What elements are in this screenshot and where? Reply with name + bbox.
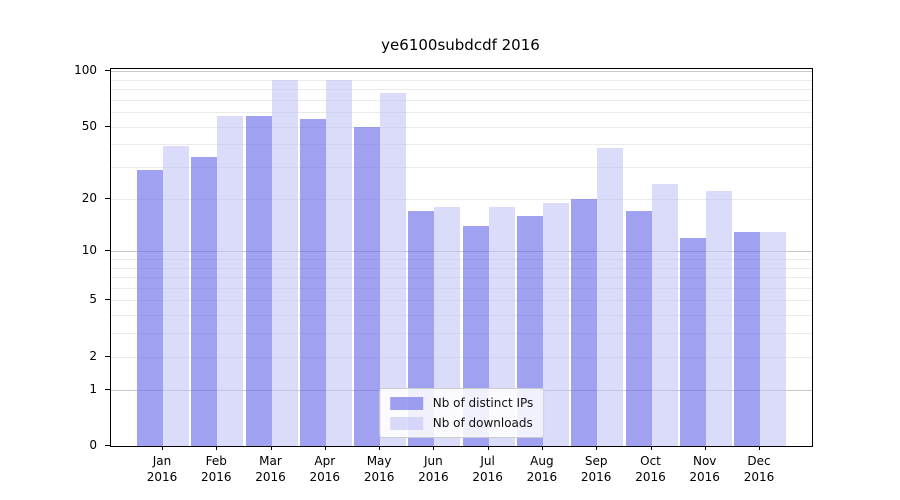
bar-may-ips: [354, 126, 381, 446]
bar-mar-downloads: [271, 79, 298, 446]
y-tick-label: 0: [89, 438, 97, 452]
y-tick-mark: [105, 197, 110, 199]
legend-label: Nb of distinct IPs: [432, 396, 534, 410]
bar-oct-downloads: [651, 184, 678, 446]
x-tick-label: Oct 2016: [635, 454, 666, 484]
minor-gridline: [111, 356, 812, 358]
bar-sep-downloads: [597, 148, 624, 446]
x-tick-label: May 2016: [363, 454, 395, 484]
minor-gridline: [111, 277, 812, 278]
minor-gridline: [111, 333, 812, 335]
minor-gridline: [111, 300, 812, 302]
bar-feb-downloads: [217, 116, 244, 446]
y-tick-label: 20: [81, 190, 97, 205]
minor-gridline: [111, 88, 812, 90]
y-tick-mark: [105, 250, 110, 252]
bar-sep-ips: [571, 198, 598, 446]
y-tick-label: 10: [81, 243, 97, 258]
y-tick-mark: [105, 355, 110, 357]
x-tick-mark: [216, 446, 218, 450]
minor-gridline: [111, 144, 812, 146]
minor-gridline: [111, 112, 812, 113]
legend-label: Nb of downloads: [432, 416, 533, 430]
minor-gridline: [111, 258, 812, 260]
x-tick-mark: [759, 446, 760, 450]
minor-gridline: [111, 315, 812, 317]
x-tick-mark: [324, 446, 326, 450]
x-tick-mark: [270, 446, 272, 450]
x-tick-mark: [596, 446, 598, 450]
legend: Nb of distinct IPs Nb of downloads: [378, 388, 545, 438]
bar-nov-ips: [679, 237, 706, 446]
chart-title: ye6100subdcdf 2016: [381, 36, 540, 54]
bar-nov-downloads: [705, 191, 732, 446]
x-tick-label: Mar 2016: [255, 454, 286, 484]
x-tick-mark: [704, 446, 706, 450]
major-gridline: [111, 71, 812, 72]
x-tick-label: Jan 2016: [146, 454, 178, 484]
x-tick-label: Sep 2016: [580, 454, 612, 484]
downloads-swatch: [389, 416, 423, 430]
plot-area: Nb of distinct IPs Nb of downloads: [110, 68, 813, 447]
minor-gridline: [111, 198, 812, 200]
legend-item-downloads: Nb of downloads: [389, 416, 534, 430]
y-tick-mark: [105, 388, 110, 390]
minor-gridline: [111, 99, 812, 101]
y-tick-label: 5: [89, 292, 97, 307]
y-tick-label: 100: [74, 63, 97, 77]
y-tick-label: 1: [89, 381, 97, 396]
legend-item-distinct-ips: Nb of distinct IPs: [389, 396, 534, 410]
minor-gridline: [111, 287, 812, 289]
bar-oct-ips: [625, 211, 652, 446]
y-tick-mark: [105, 299, 110, 301]
y-tick-label: 2: [89, 348, 97, 363]
minor-gridline: [111, 79, 812, 81]
bar-feb-ips: [191, 157, 218, 446]
x-tick-label: Nov 2016: [689, 454, 720, 484]
minor-gridline: [111, 167, 812, 168]
y-tick-label: 50: [81, 118, 97, 133]
minor-gridline: [111, 267, 812, 269]
x-tick-label: Jul 2016: [472, 454, 503, 484]
x-tick-mark: [162, 446, 163, 450]
bar-apr-downloads: [325, 80, 352, 446]
x-tick-mark: [487, 446, 489, 450]
x-tick-mark: [379, 446, 381, 450]
y-tick-mark: [105, 125, 110, 127]
distinct-ips-swatch: [389, 396, 423, 410]
y-tick-mark: [105, 70, 110, 71]
major-gridline: [111, 251, 812, 253]
bar-may-downloads: [380, 93, 407, 446]
bar-jan-ips: [137, 169, 163, 446]
x-tick-label: Aug 2016: [526, 454, 558, 484]
x-tick-label: Apr 2016: [309, 454, 341, 484]
bar-mar-ips: [245, 116, 272, 446]
x-tick-label: Jun 2016: [418, 454, 449, 484]
bar-dec-ips: [734, 231, 760, 446]
bar-aug-downloads: [542, 202, 569, 446]
y-tick-mark: [105, 445, 110, 446]
minor-gridline: [111, 126, 812, 128]
x-tick-label: Dec 2016: [743, 454, 775, 484]
x-tick-mark: [541, 446, 543, 450]
x-tick-mark: [433, 446, 435, 450]
bar-apr-ips: [299, 118, 326, 446]
bar-jan-downloads: [163, 146, 189, 446]
x-tick-mark: [650, 446, 652, 450]
x-tick-label: Feb 2016: [201, 454, 232, 484]
bar-dec-downloads: [760, 231, 786, 446]
